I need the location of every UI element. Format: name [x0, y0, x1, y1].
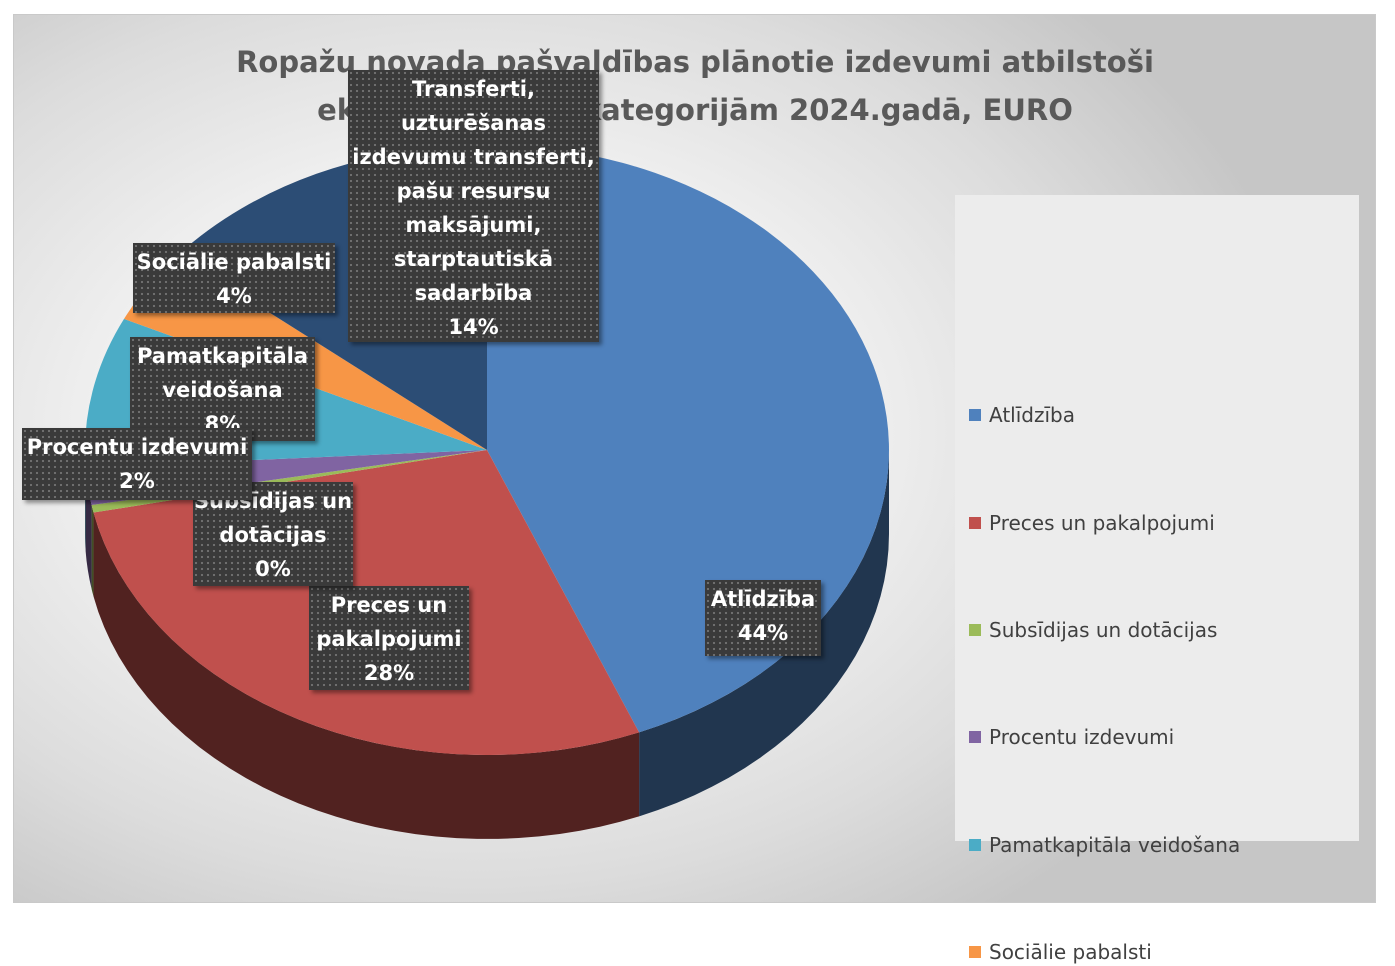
legend-item-procentu: Procentu izdevumi	[969, 723, 1174, 751]
legend-swatch-icon	[969, 624, 981, 636]
data-label-socialie: Sociālie pabalsti 4%	[133, 243, 335, 313]
pie-slice-side	[639, 450, 889, 817]
legend-item-atlidziba: Atlīdzība	[969, 401, 1075, 429]
data-label-preces: Preces un pakalpojumi 28%	[309, 586, 469, 690]
data-label-procentu: Procentu izdevumi 2%	[22, 428, 252, 500]
legend-label: Preces un pakalpojumi	[989, 511, 1215, 535]
legend-item-preces: Preces un pakalpojumi	[969, 509, 1215, 537]
data-label-pamatkapitala: Pamatkapitāla veidošana 8%	[130, 337, 315, 441]
data-label-atlidziba: Atlīdzība 44%	[705, 580, 821, 656]
legend-swatch-icon	[969, 839, 981, 851]
data-label-subsidijas: Subsīdijas un dotācijas 0%	[193, 482, 353, 586]
legend-swatch-icon	[969, 517, 981, 529]
pie-slice-side	[93, 512, 640, 839]
legend-swatch-icon	[969, 409, 981, 421]
legend-label: Sociālie pabalsti	[989, 940, 1152, 964]
pie-slice-side	[91, 505, 94, 597]
legend-item-subsidijas: Subsīdijas un dotācijas	[969, 616, 1217, 644]
legend-item-socialie: Sociālie pabalsti	[969, 938, 1152, 966]
legend-label: Subsīdijas un dotācijas	[989, 618, 1218, 642]
chart-title: Ropažu novada pašvaldības plānotie izdev…	[236, 45, 1154, 127]
legend: Atlīdzība Preces un pakalpojumi Subsīdij…	[955, 195, 1359, 964]
legend-label: Procentu izdevumi	[989, 725, 1175, 749]
data-label-transferti: Transferti, uzturēšanas izdevumu transfe…	[348, 70, 599, 342]
legend-label: Atlīdzība	[989, 403, 1075, 427]
legend-label: Pamatkapitāla veidošana	[989, 833, 1241, 857]
legend-swatch-icon	[969, 731, 981, 743]
legend-swatch-icon	[969, 946, 981, 958]
legend-item-pamatkapitala: Pamatkapitāla veidošana	[969, 831, 1240, 859]
